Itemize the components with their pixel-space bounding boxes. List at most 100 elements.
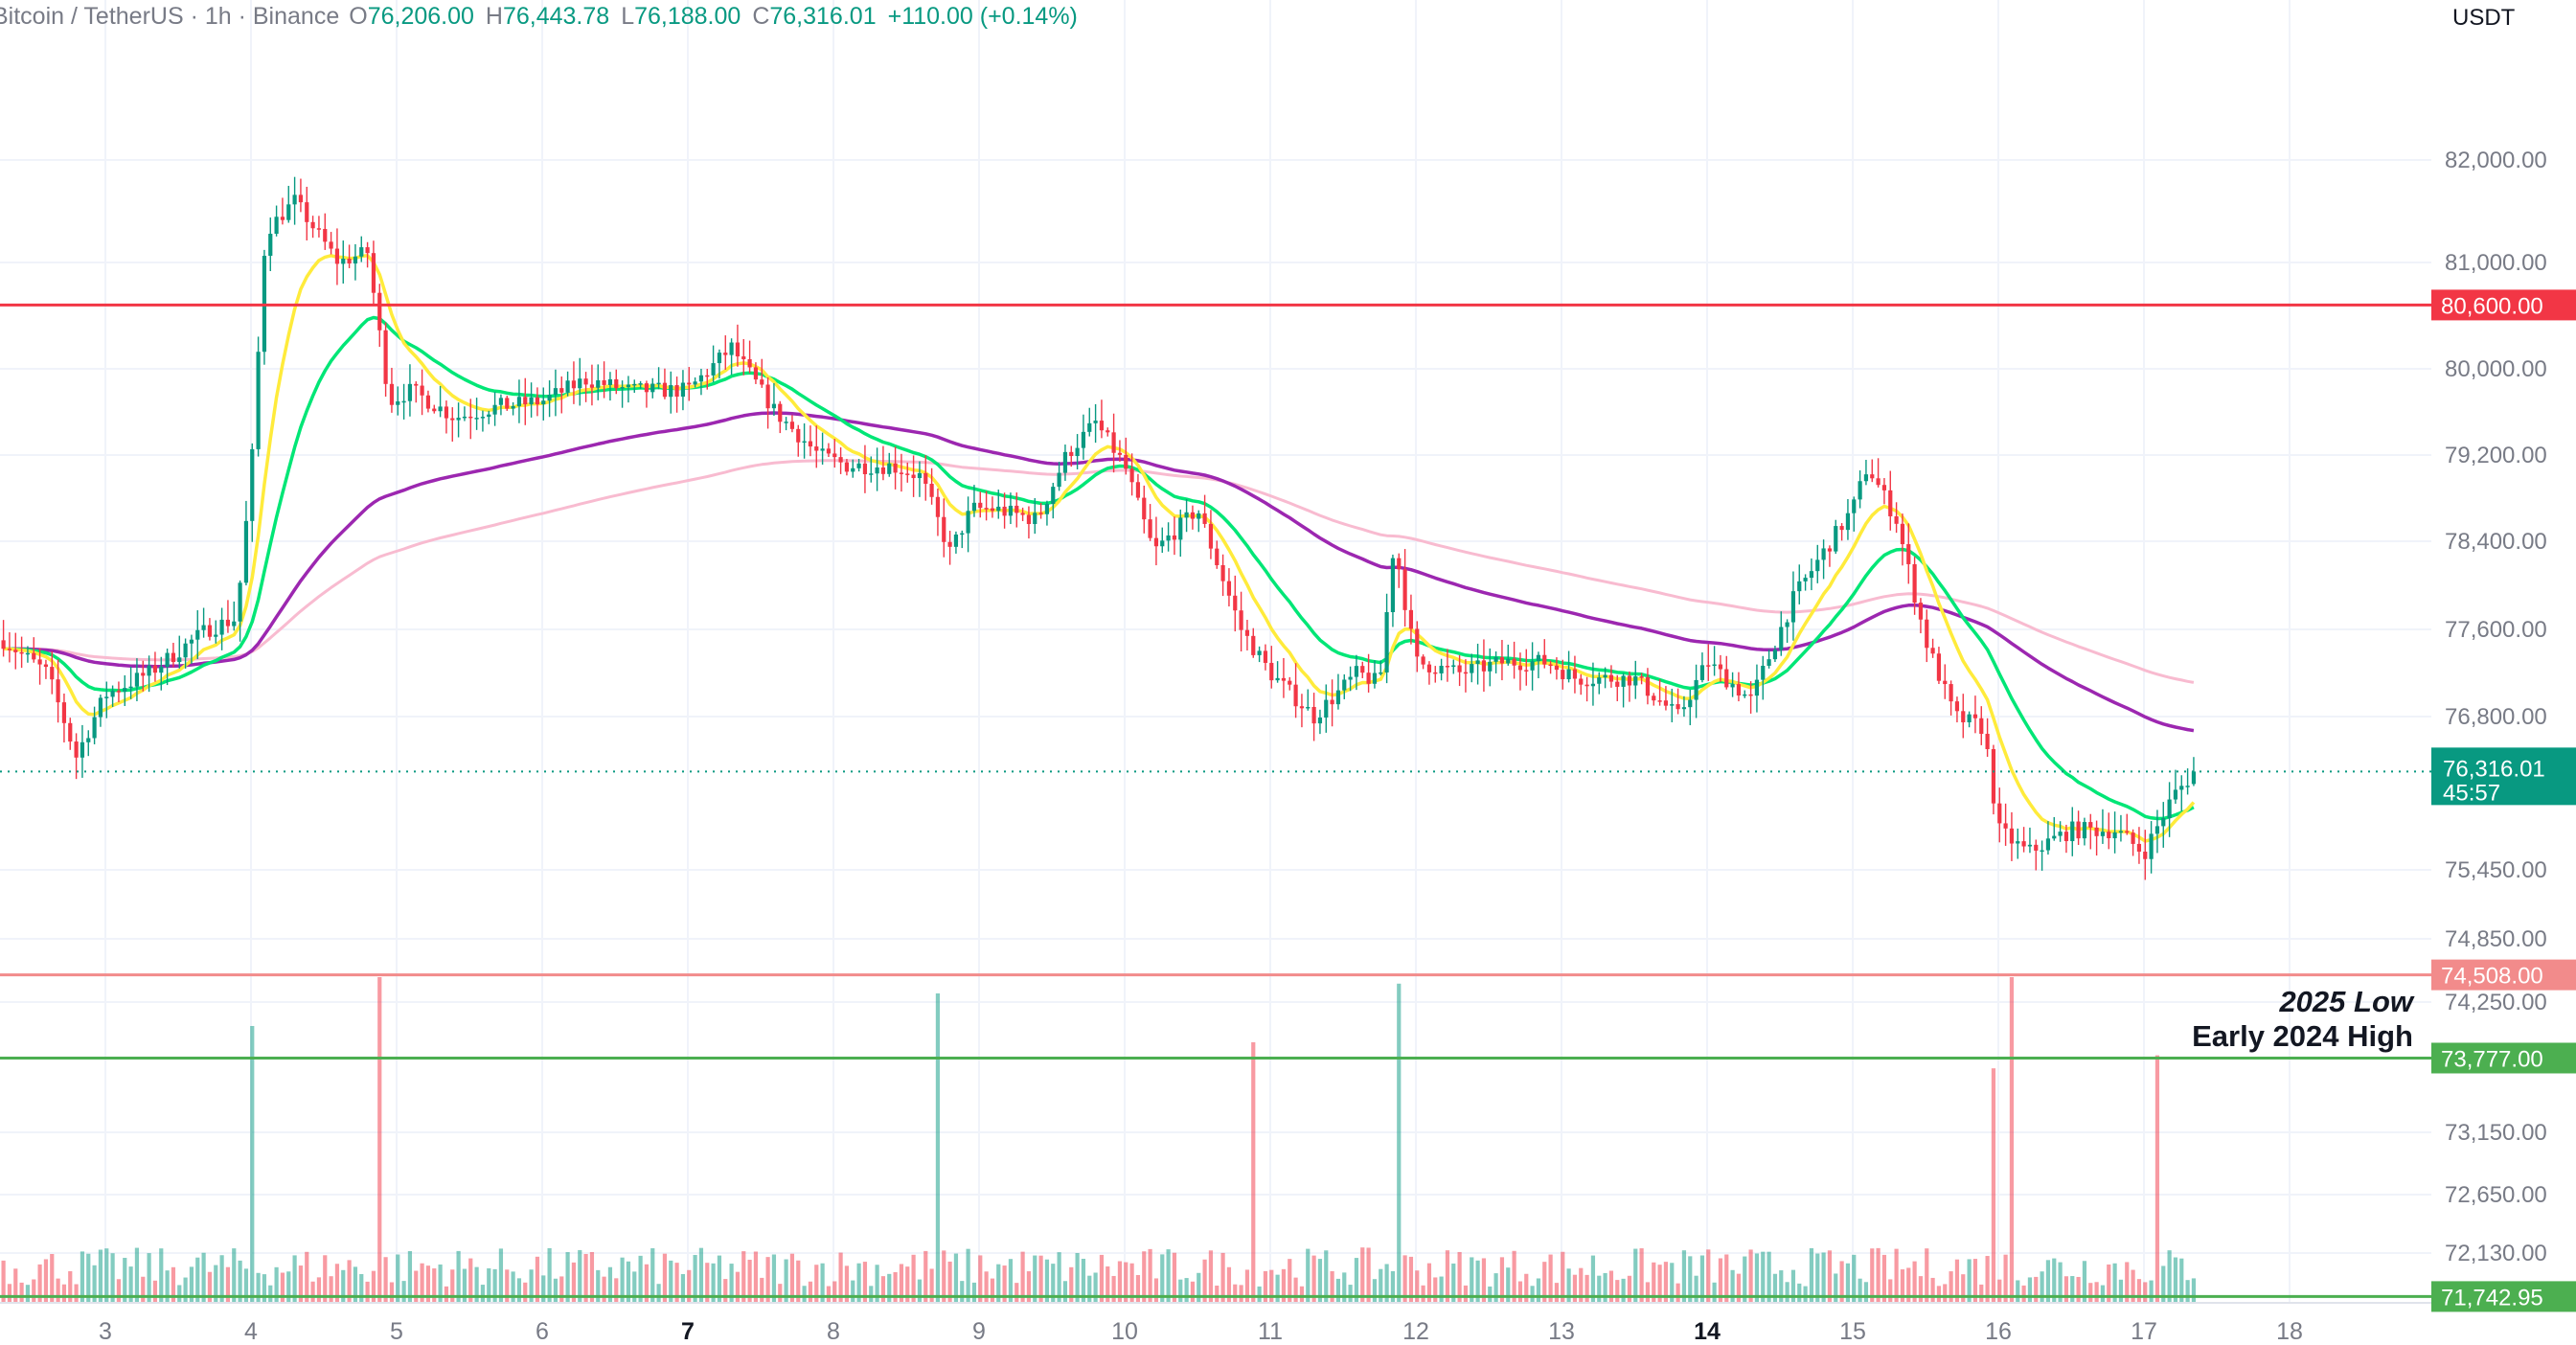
volume-bar: [1317, 1259, 1323, 1303]
volume-bar: [966, 1248, 970, 1303]
volume-bar: [110, 1253, 115, 1303]
volume-bar: [1330, 1270, 1334, 1303]
volume-bar: [2161, 1265, 2166, 1303]
price-tick-label: 77,600.00: [2445, 617, 2547, 643]
candle-body: [238, 582, 242, 622]
candle-body: [2179, 786, 2184, 790]
candle-body: [159, 667, 164, 673]
candle-body: [1135, 482, 1141, 498]
volume-bar: [578, 1249, 582, 1303]
time-tick-label: 16: [1985, 1318, 2012, 1345]
volume-bar: [802, 1286, 807, 1303]
candle-body: [128, 686, 133, 689]
candle-body: [177, 657, 182, 663]
volume-bar: [1233, 1284, 1238, 1303]
volume-bar: [2027, 1277, 2033, 1303]
volume-bar: [347, 1260, 352, 1303]
candle-body: [662, 382, 668, 398]
candle-body: [365, 247, 370, 254]
candle-body: [1542, 654, 1547, 665]
time-tick-label: 17: [2131, 1318, 2157, 1345]
volume-bar: [1918, 1276, 1924, 1303]
volume-bar: [990, 1278, 995, 1303]
candle-body: [1106, 430, 1110, 433]
volume-bar: [438, 1264, 443, 1303]
close-value: 76,316.01: [769, 2, 877, 30]
candle-body: [207, 625, 213, 637]
candle-body: [420, 385, 424, 396]
candle-body: [711, 363, 716, 376]
candle-body: [669, 385, 673, 398]
candle-body: [1985, 734, 1990, 750]
volume-bar: [1481, 1258, 1487, 1303]
candle-body: [1, 640, 6, 650]
volume-bar: [796, 1260, 801, 1303]
volume-bar: [760, 1277, 764, 1303]
volume-bar: [468, 1258, 473, 1303]
volume-bar: [298, 1265, 304, 1303]
candle-body: [1069, 451, 1074, 457]
last-price-label: 76,316.01: [2443, 756, 2545, 782]
volume-bar: [808, 1281, 813, 1303]
volume-bar: [1912, 1261, 1917, 1303]
candle-body: [1681, 707, 1687, 710]
time-tick-label: 18: [2276, 1318, 2303, 1345]
candle-body: [1815, 559, 1820, 572]
candle-body: [541, 400, 546, 405]
volume-bar: [1645, 1282, 1651, 1303]
volume-bar: [1257, 1286, 1262, 1303]
volume-bar: [2149, 1280, 2154, 1303]
candle-body: [1184, 512, 1189, 518]
volume-bar: [1906, 1267, 1911, 1303]
candle-body: [2112, 832, 2117, 838]
volume-bar: [1803, 1286, 1808, 1303]
volume-bar: [1348, 1285, 1353, 1303]
candle-body: [438, 406, 443, 412]
volume-bar: [1433, 1277, 1438, 1303]
candle-body: [1506, 658, 1511, 664]
volume-bar: [1542, 1262, 1547, 1303]
ma-slow-line: [3, 411, 2195, 733]
volume-bar: [377, 977, 382, 1303]
volume-bar: [2143, 1282, 2148, 1303]
volume-bar: [1463, 1285, 1469, 1303]
volume-bar: [19, 1282, 24, 1303]
candle-body: [614, 378, 619, 389]
ema-mid-line: [3, 315, 2195, 821]
volume-bar: [1106, 1266, 1110, 1303]
volume-bar: [851, 1280, 855, 1303]
volume-bar: [620, 1257, 625, 1303]
time-tick-label: 3: [99, 1318, 112, 1345]
volume-bar: [2167, 1250, 2172, 1303]
candle-body: [1888, 490, 1893, 516]
candle-body: [444, 406, 449, 419]
currency-selector[interactable]: USDT: [2433, 2, 2567, 34]
volume-bar: [1366, 1247, 1371, 1303]
volume-bar: [535, 1256, 540, 1303]
volume-bar: [669, 1260, 673, 1303]
candle-body: [1014, 505, 1019, 513]
volume-bar: [1, 1260, 6, 1303]
candle-body: [826, 448, 832, 454]
candle-body: [698, 375, 704, 382]
price-axis[interactable]: 82,000.00 81,000.00 80,000.00 79,200.00 78,4…: [2431, 0, 2576, 1303]
candle-body: [1858, 481, 1862, 500]
time-axis[interactable]: 3 4 5 6 7 8 9 10 11 12 13 14 15 16 17 18: [0, 1302, 2576, 1345]
volume-bar: [559, 1276, 564, 1303]
volume-bar: [219, 1255, 224, 1303]
volume-bar: [923, 1250, 928, 1303]
volume-bar: [274, 1266, 279, 1303]
candle-body: [760, 379, 764, 385]
candle-body: [1172, 535, 1177, 540]
volume-bar: [1597, 1275, 1602, 1303]
volume-bar: [1900, 1269, 1905, 1303]
volume-bar: [1354, 1258, 1359, 1303]
volume-bar: [996, 1264, 1001, 1303]
candle-body: [984, 508, 989, 510]
price-tick-label: 74,850.00: [2445, 926, 2547, 952]
volume-bar: [2094, 1282, 2099, 1303]
countdown-label: 45:57: [2443, 780, 2500, 806]
candle-body: [1330, 699, 1334, 705]
volume-bar: [1608, 1270, 1614, 1303]
